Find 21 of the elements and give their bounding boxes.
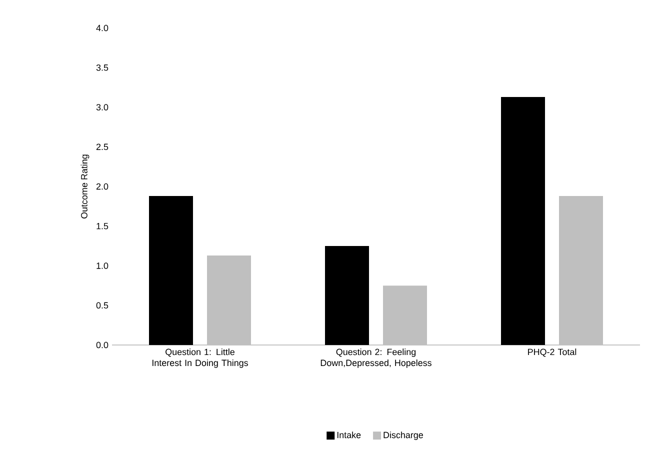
bar bbox=[383, 286, 428, 345]
bar bbox=[149, 196, 193, 345]
y-axis-title: Outcome Rating bbox=[80, 154, 90, 218]
bar bbox=[207, 255, 252, 345]
x-tick-label: PHQ-2 Total bbox=[528, 348, 576, 357]
y-tick-label: 1.5 bbox=[96, 222, 108, 230]
x-tick-label: Question 1: Little Interest In Doing Things bbox=[152, 348, 248, 368]
y-tick-label: 2.5 bbox=[96, 144, 108, 150]
y-tick-label: 2.0 bbox=[96, 183, 108, 190]
y-tick-label: 3.0 bbox=[96, 104, 108, 110]
bar bbox=[559, 196, 604, 345]
bar bbox=[325, 246, 370, 345]
legend-label: Intake bbox=[337, 432, 361, 438]
legend-label: Discharge bbox=[384, 432, 423, 440]
y-tick-label: 3.5 bbox=[96, 64, 108, 71]
bar bbox=[501, 96, 546, 345]
y-tick-label: 1.0 bbox=[96, 262, 108, 269]
y-tick-label: 0.0 bbox=[96, 342, 108, 348]
x-tick-label: Question 2: Feeling Down,Depressed, Hopeless bbox=[320, 348, 432, 368]
y-tick-label: 0.5 bbox=[96, 302, 108, 309]
y-tick-label: 4.0 bbox=[96, 24, 108, 32]
